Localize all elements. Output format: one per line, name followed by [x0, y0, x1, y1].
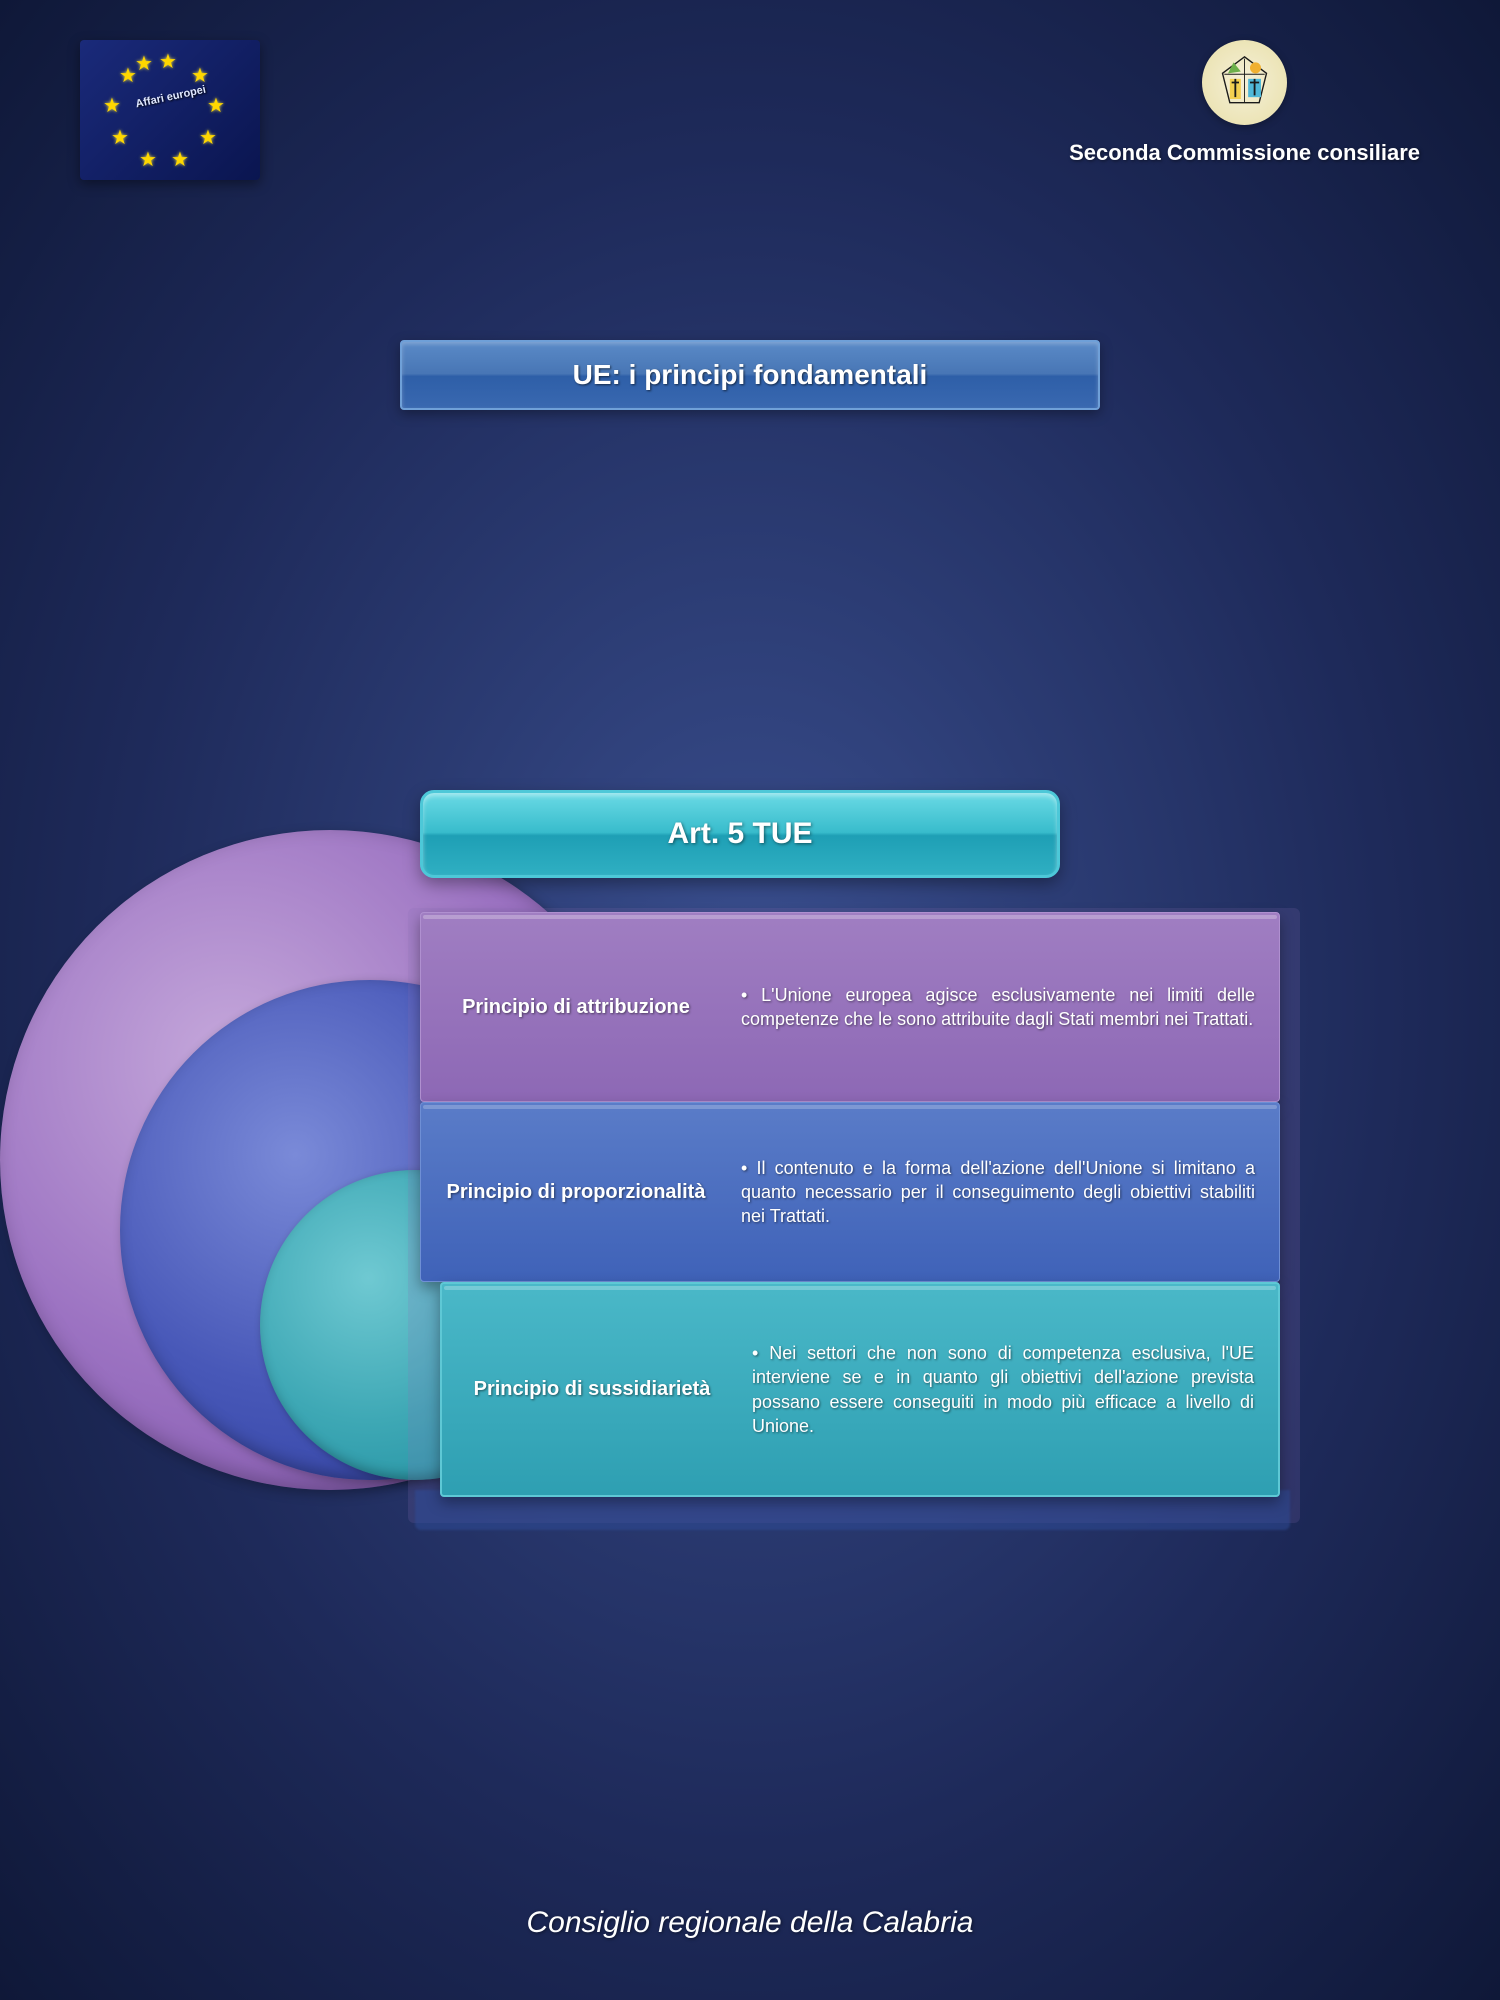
- title-banner-text: UE: i principi fondamentali: [573, 359, 928, 391]
- principles-diagram: Art. 5 TUE Principio di attribuzione L'U…: [220, 800, 1280, 1520]
- principle-label: Principio di sussidiarietà: [442, 1284, 742, 1495]
- header-right: Seconda Commissione consiliare: [1069, 40, 1420, 166]
- calabria-crest-icon: [1202, 40, 1287, 125]
- article-pill: Art. 5 TUE: [420, 790, 1060, 878]
- title-banner: UE: i principi fondamentali: [400, 340, 1100, 410]
- principle-row-1: Principio di attribuzione L'Unione europ…: [420, 912, 1280, 1102]
- footer-text: Consiglio regionale della Calabria: [527, 1906, 974, 1939]
- principle-body: L'Unione europea agisce esclusivamente n…: [731, 913, 1279, 1101]
- principle-body-text: Nei settori che non sono di competenza e…: [752, 1341, 1254, 1438]
- principle-row-2: Principio di proporzionalità Il contenut…: [420, 1102, 1280, 1282]
- principle-body: Nei settori che non sono di competenza e…: [742, 1284, 1278, 1495]
- principle-body-text: L'Unione europea agisce esclusivamente n…: [741, 983, 1255, 1032]
- eu-logo: ★ ★ ★ ★ ★ ★ ★ ★ ★ ★ Affari europei: [80, 40, 260, 180]
- principle-label: Principio di proporzionalità: [421, 1103, 731, 1281]
- principle-row-3: Principio di sussidiarietà Nei settori c…: [440, 1282, 1280, 1497]
- principle-label-text: Principio di sussidiarietà: [474, 1378, 711, 1401]
- footer: Consiglio regionale della Calabria: [0, 1906, 1500, 1940]
- principle-label: Principio di attribuzione: [421, 913, 731, 1101]
- header: ★ ★ ★ ★ ★ ★ ★ ★ ★ ★ Affari europei: [0, 40, 1500, 180]
- principle-label-text: Principio di proporzionalità: [447, 1181, 706, 1204]
- article-pill-text: Art. 5 TUE: [667, 817, 812, 851]
- header-subtitle: Seconda Commissione consiliare: [1069, 140, 1420, 166]
- eu-logo-label: Affari europei: [135, 84, 207, 111]
- principle-body-text: Il contenuto e la forma dell'azione dell…: [741, 1156, 1255, 1229]
- principle-label-text: Principio di attribuzione: [462, 996, 690, 1019]
- principle-body: Il contenuto e la forma dell'azione dell…: [731, 1103, 1279, 1281]
